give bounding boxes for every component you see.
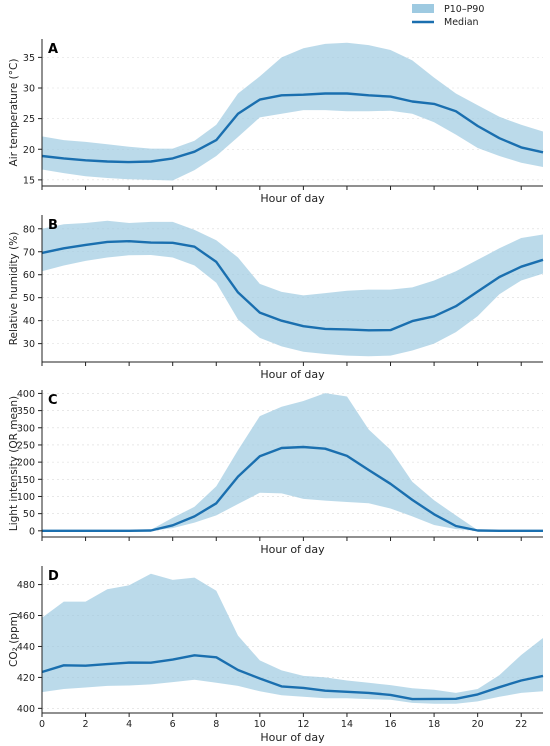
y-tick-label: 350 <box>17 406 35 417</box>
y-tick-label: 20 <box>23 145 35 156</box>
panel-letter: B <box>48 218 58 233</box>
y-axis-label: CO₂ (ppm) <box>8 612 20 667</box>
y-tick-label: 40 <box>23 316 35 327</box>
y-tick-label: 50 <box>23 293 35 304</box>
band-p10-p90 <box>42 573 543 704</box>
median-line <box>41 92 544 164</box>
panel-a: 15 20 25 30 35 A Hour of day Air temperature (°… <box>8 39 544 205</box>
x-tick-label: 20 <box>472 719 484 730</box>
panel-d: 400 420 440 460 480 0 2 4 6 8 10 12 14 16 18 20 22 D Hour … <box>8 566 544 744</box>
legend: P10–P90 Median <box>412 4 484 28</box>
y-axis-label: Relative humidity (%) <box>8 232 20 346</box>
y-axis-label: Air temperature (°C) <box>8 59 20 167</box>
y-tick-label: 70 <box>23 247 35 258</box>
x-tick-label: 12 <box>297 719 309 730</box>
median-line <box>41 654 544 701</box>
y-tick-label: 460 <box>17 611 35 622</box>
x-axis-label: Hour of day <box>260 192 325 205</box>
x-tick-label: 2 <box>83 719 89 730</box>
legend-line-label: Median <box>444 17 479 28</box>
y-tick-label: 440 <box>17 642 35 653</box>
median-line <box>42 445 543 532</box>
legend-band-label: P10–P90 <box>444 4 484 15</box>
x-tick-label: 14 <box>341 719 353 730</box>
y-tick-label: 400 <box>17 704 35 715</box>
y-tick-label: 400 <box>17 389 35 400</box>
band-p10-p90 <box>42 220 543 357</box>
x-tick-label: 16 <box>384 719 396 730</box>
x-axis-label: Hour of day <box>260 731 325 744</box>
y-tick-label: 15 <box>23 175 35 186</box>
y-axis-label: Light intensity (QR mean) <box>8 396 20 531</box>
y-tick-label: 480 <box>17 580 35 591</box>
panel-letter: D <box>48 569 59 584</box>
x-tick-label: 6 <box>170 719 176 730</box>
panel-letter: C <box>48 393 58 408</box>
y-tick-label: 50 <box>23 509 35 520</box>
band-p10-p90 <box>42 42 543 181</box>
panel-b: 30 40 50 60 70 80 B Hour of day Relative humidit… <box>8 215 544 381</box>
y-tick-label: 60 <box>23 270 35 281</box>
y-tick-label: 30 <box>23 339 35 350</box>
band-p10-p90 <box>42 393 543 531</box>
median-line <box>41 240 544 332</box>
y-tick-label: 0 <box>29 526 35 537</box>
y-tick-label: 25 <box>23 114 35 125</box>
y-tick-label: 100 <box>17 492 35 503</box>
legend-band-swatch <box>412 4 434 13</box>
y-tick-label: 300 <box>17 423 35 434</box>
panel-c: 0 50 100 150 200 250 300 350 400 C Hour of day Ligh… <box>8 389 543 556</box>
y-tick-label: 35 <box>23 53 35 64</box>
y-tick-label: 250 <box>17 440 35 451</box>
x-tick-label: 0 <box>39 719 45 730</box>
y-tick-label: 200 <box>17 458 35 469</box>
x-tick-label: 4 <box>126 719 132 730</box>
y-tick-label: 30 <box>23 84 35 95</box>
y-tick-label: 150 <box>17 475 35 486</box>
x-tick-label: 8 <box>213 719 219 730</box>
x-axis-label: Hour of day <box>260 543 325 556</box>
y-tick-label: 80 <box>23 224 35 235</box>
y-tick-label: 420 <box>17 673 35 684</box>
x-tick-label: 10 <box>254 719 266 730</box>
x-tick-label: 22 <box>515 719 527 730</box>
x-axis-label: Hour of day <box>260 368 325 381</box>
x-tick-label: 18 <box>428 719 440 730</box>
panel-letter: A <box>48 42 58 57</box>
